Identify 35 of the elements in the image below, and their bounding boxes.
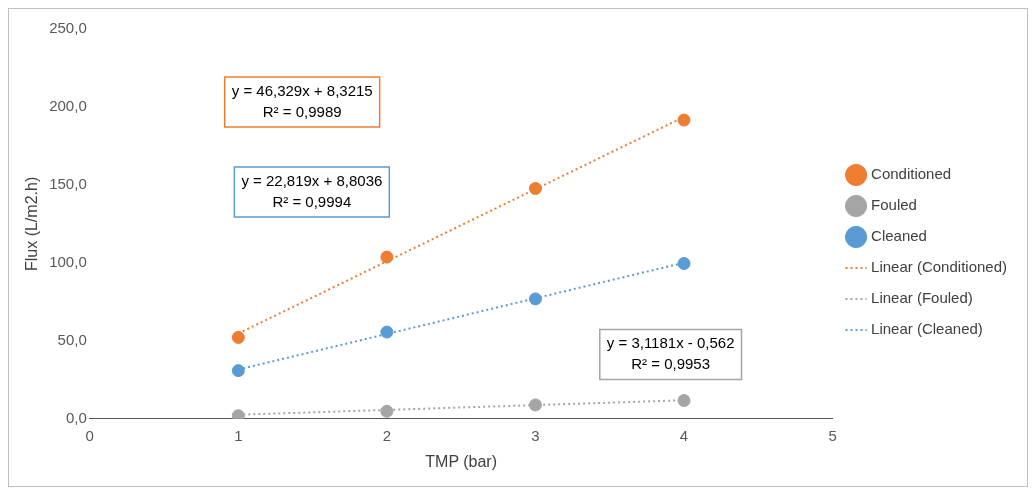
point (231, 330, 245, 344)
point (380, 250, 394, 264)
x-tick-label: 4 (679, 426, 689, 444)
point (677, 257, 691, 270)
x-tick-label: 3 (531, 426, 540, 444)
point (380, 325, 394, 339)
annotation: y = 46,329x + 8,3215 R² = 0,9989 (231, 81, 373, 120)
x-tick-label: 1 (234, 426, 243, 444)
y-tick-label: 150,0 (49, 175, 87, 193)
x-axis-title: TMP (bar) (425, 452, 498, 470)
y-tick-label: 200,0 (49, 97, 87, 115)
y-axis-title: Flux (L/m2.h) (23, 176, 41, 272)
point (528, 182, 542, 196)
legend-label: Cleaned (871, 227, 927, 245)
point (380, 404, 394, 418)
point (231, 409, 245, 419)
y-tick-label: 250,0 (49, 19, 87, 37)
legend-label: Linear (Fouled) (871, 289, 973, 307)
legend-label: Linear (Conditioned) (871, 258, 1008, 276)
point (231, 364, 245, 378)
x-tick-label: 5 (828, 426, 837, 444)
x-tick-label: 2 (382, 426, 392, 444)
x-tick-label: 0 (85, 426, 94, 444)
point (528, 398, 542, 412)
point (528, 292, 542, 306)
point (677, 113, 691, 127)
annotation: y = 3,1181x - 0,562 R² = 0,9953 (606, 334, 735, 373)
y-tick-label: 0,0 (65, 408, 87, 426)
y-tick-label: 100,0 (49, 253, 87, 271)
legend-label: Linear (Cleaned) (871, 320, 983, 338)
annotation: y = 22,819x + 8,8036 R² = 0,9994 (241, 171, 383, 210)
y-tick-label: 50,0 (57, 330, 87, 348)
legend-label: Fouled (871, 196, 917, 214)
legend-label: Conditioned (871, 165, 952, 183)
point (677, 394, 691, 408)
